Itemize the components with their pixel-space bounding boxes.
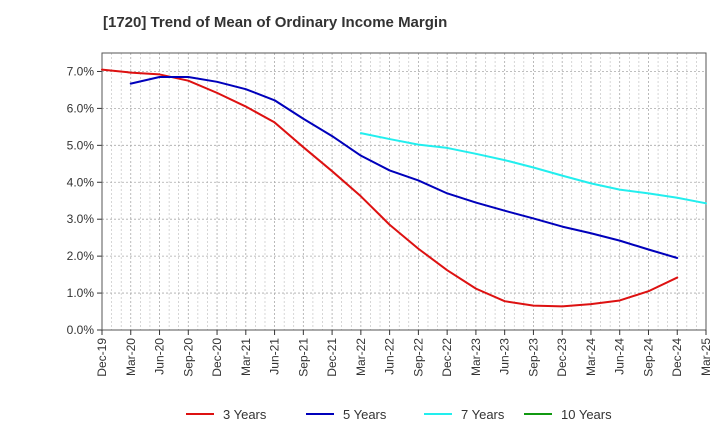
series-line-3-years bbox=[101, 68, 679, 308]
series-line-5-years bbox=[129, 76, 679, 259]
x-tick-label: Mar-22 bbox=[354, 338, 368, 376]
y-tick-label: 7.0% bbox=[67, 64, 95, 78]
series-line-7-years bbox=[359, 132, 707, 205]
y-tick-label: 4.0% bbox=[67, 175, 95, 189]
x-tick-label: Mar-21 bbox=[239, 338, 253, 376]
x-tick-label: Dec-22 bbox=[440, 338, 454, 377]
legend-label: 5 Years bbox=[343, 407, 387, 422]
x-tick-label: Jun-21 bbox=[268, 338, 282, 375]
legend-label: 10 Years bbox=[561, 407, 612, 422]
y-tick-label: 2.0% bbox=[67, 249, 95, 263]
x-tick-label: Mar-25 bbox=[699, 338, 713, 376]
y-tick-label: 5.0% bbox=[67, 138, 95, 152]
x-tick-label: Sep-24 bbox=[641, 338, 655, 377]
x-tick-label: Sep-22 bbox=[411, 338, 425, 377]
x-tick-label: Dec-20 bbox=[210, 338, 224, 377]
plot-area bbox=[102, 53, 706, 330]
x-tick-label: Dec-19 bbox=[95, 338, 109, 377]
plot-frame bbox=[101, 52, 707, 331]
x-tick-label: Sep-20 bbox=[181, 338, 195, 377]
y-tick-label: 3.0% bbox=[67, 212, 95, 226]
legend-label: 3 Years bbox=[223, 407, 267, 422]
legend-label: 7 Years bbox=[461, 407, 505, 422]
chart-title: [1720] Trend of Mean of Ordinary Income … bbox=[103, 14, 448, 31]
x-tick-label: Dec-24 bbox=[670, 338, 684, 377]
x-tick-label: Dec-23 bbox=[555, 338, 569, 377]
x-tick-label: Sep-23 bbox=[526, 338, 540, 377]
x-tick-label: Sep-21 bbox=[296, 338, 310, 377]
x-tick-label: Mar-24 bbox=[584, 338, 598, 376]
y-tick-label: 0.0% bbox=[67, 323, 95, 337]
y-tick-label: 1.0% bbox=[67, 286, 95, 300]
x-tick-label: Jun-20 bbox=[153, 338, 167, 375]
x-tick-label: Jun-24 bbox=[613, 338, 627, 375]
x-tick-label: Jun-22 bbox=[383, 338, 397, 375]
y-tick-label: 6.0% bbox=[67, 101, 95, 115]
x-tick-label: Jun-23 bbox=[498, 338, 512, 375]
x-tick-label: Mar-23 bbox=[469, 338, 483, 376]
x-tick-label: Mar-20 bbox=[124, 338, 138, 376]
x-tick-label: Dec-21 bbox=[325, 338, 339, 377]
